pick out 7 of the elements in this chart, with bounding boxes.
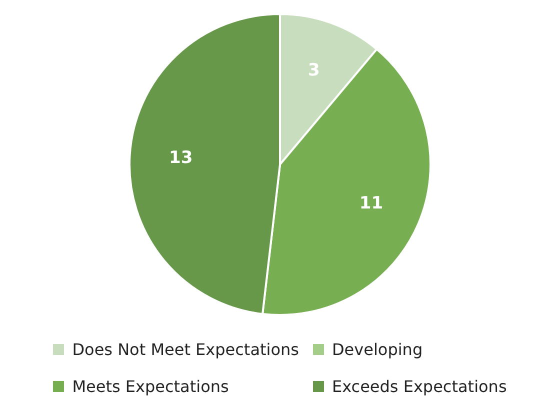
data-label: 3 bbox=[308, 60, 320, 81]
legend-label: Exceeds Expectations bbox=[332, 377, 507, 396]
legend-label: Developing bbox=[332, 340, 423, 359]
data-label: 11 bbox=[359, 193, 384, 214]
legend-label: Meets Expectations bbox=[72, 377, 229, 396]
legend-label: Does Not Meet Expectations bbox=[72, 340, 299, 359]
data-label: 13 bbox=[169, 148, 193, 168]
